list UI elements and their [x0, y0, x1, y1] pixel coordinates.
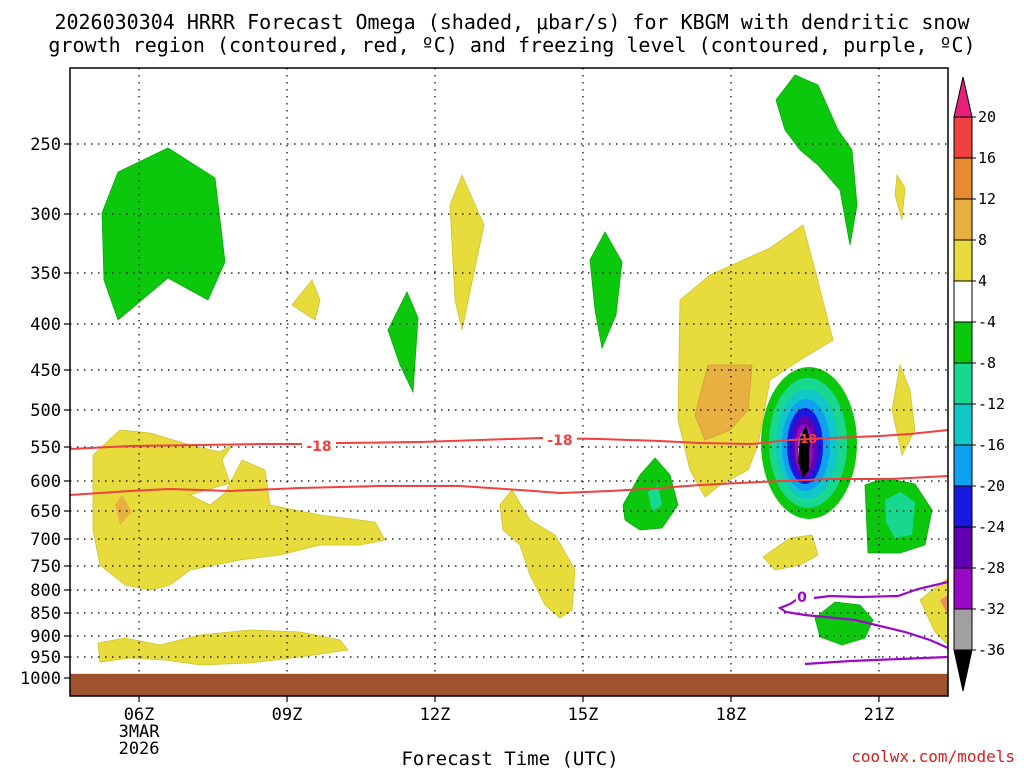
x-tick-label: 18Z	[716, 705, 747, 725]
colorbar-top-arrow	[953, 76, 973, 118]
colorbar-swatch	[953, 280, 973, 323]
omega-rising-region	[775, 74, 858, 246]
colorbar-swatch	[953, 403, 973, 446]
omega-sinking-region	[762, 534, 819, 571]
y-tick-label: 500	[30, 401, 61, 421]
colorbar-swatch	[953, 485, 973, 528]
colorbar-label: -36	[978, 641, 1005, 659]
dendritic-contour-label: -18	[547, 433, 572, 449]
y-axis: 250 300 350 400 450 500 550 600 650 700 750 800 850 9…	[20, 135, 70, 689]
omega-sinking-strong	[694, 364, 753, 441]
chart-title-line-1: 2026030304 HRRR Forecast Omega (shaded, …	[54, 10, 970, 34]
colorbar-label: 8	[978, 231, 987, 249]
colorbar-label: -20	[978, 477, 1005, 495]
colorbar-swatch	[953, 116, 973, 159]
dendritic-contour-lower	[70, 475, 948, 496]
y-tick-label: 350	[30, 264, 61, 284]
colorbar-label: -4	[978, 313, 996, 331]
colorbar-label: -24	[978, 518, 1005, 536]
y-tick-label: 550	[30, 438, 61, 458]
chart-title-line-2: growth region (contoured, red, ºC) and f…	[48, 33, 975, 57]
colorbar-swatch	[953, 444, 973, 487]
colorbar-swatch	[953, 567, 973, 610]
x-tick-label: 09Z	[272, 705, 303, 725]
y-tick-label: 300	[30, 205, 61, 225]
colorbar-label: 16	[978, 149, 996, 167]
omega-rising-region	[814, 601, 874, 646]
omega-rising-region	[101, 147, 226, 321]
y-tick-label: 900	[30, 627, 61, 647]
colorbar-label: -28	[978, 559, 1005, 577]
omega-sinking-strong	[115, 495, 132, 525]
colorbar-swatch	[953, 321, 973, 364]
x-tick-label: 12Z	[420, 705, 451, 725]
dendritic-contour-label: -18	[795, 432, 817, 446]
y-tick-label: 750	[30, 557, 61, 577]
x-tick-sublabel: 2026	[119, 739, 160, 759]
colorbar-label: -12	[978, 395, 1005, 413]
x-tick-label: 06Z	[124, 705, 155, 725]
omega-rising-region	[589, 231, 623, 350]
y-tick-label: 1000	[20, 669, 61, 689]
contour-label-bg	[543, 431, 577, 448]
omega-sinking-region	[894, 173, 906, 221]
x-axis-title: Forecast Time (UTC)	[401, 748, 618, 768]
y-tick-label: 800	[30, 581, 61, 601]
omega-sinking-region	[449, 173, 485, 331]
omega-sinking-region	[291, 279, 321, 321]
omega-rising-moderate	[648, 485, 662, 512]
colorbar-label: -32	[978, 600, 1005, 618]
freezing-level-contour	[804, 655, 948, 666]
x-tick-sublabel: 3MAR	[119, 722, 161, 742]
freezing-level-contour	[813, 580, 948, 600]
y-tick-label: 650	[30, 502, 61, 522]
y-tick-label: 400	[30, 315, 61, 335]
omega-sinking-region	[97, 629, 349, 666]
colorbar-label: -16	[978, 436, 1005, 454]
plot-border	[69, 67, 949, 697]
colorbar-swatch	[953, 362, 973, 405]
colorbar-swatch	[953, 608, 973, 651]
freezing-level-label: 0	[797, 590, 807, 606]
omega-rising-moderate	[885, 492, 915, 538]
x-tick-label: 21Z	[864, 705, 895, 725]
omega-rising-region	[387, 291, 419, 394]
contour-label-bg	[796, 589, 808, 604]
colorbar: 20 16 12 8 4 -4 -8 -12 -16 -20 -24 -28 -32 -36	[953, 76, 1005, 692]
x-tick-label: 15Z	[568, 705, 599, 725]
ground-surface	[70, 673, 948, 696]
y-tick-label: 450	[30, 361, 61, 381]
omega-sinking-region	[92, 429, 386, 591]
colorbar-label: 12	[978, 190, 996, 208]
omega-sinking-region	[499, 489, 576, 619]
y-tick-label: 950	[30, 648, 61, 668]
freezing-level-contour	[777, 595, 948, 650]
colorbar-label: 20	[978, 108, 996, 126]
y-tick-label: 250	[30, 135, 61, 155]
contour-label-bg	[302, 437, 336, 454]
y-tick-label: 850	[30, 604, 61, 624]
y-tick-label: 700	[30, 530, 61, 550]
omega-sinking-strong	[940, 595, 948, 615]
colorbar-label: 4	[978, 272, 987, 290]
colorbar-swatch	[953, 526, 973, 569]
y-tick-label: 600	[30, 472, 61, 492]
colorbar-swatch	[953, 198, 973, 241]
credit-text: coolwx.com/models	[851, 747, 1015, 766]
colorbar-bottom-arrow	[953, 649, 973, 692]
plot-area: -18 -18 -18 0	[70, 68, 948, 696]
colorbar-swatch	[953, 239, 973, 282]
dendritic-contour-label: -18	[306, 439, 331, 455]
colorbar-label: -8	[978, 354, 996, 372]
colorbar-swatch	[953, 157, 973, 200]
omega-sinking-region	[919, 577, 948, 646]
